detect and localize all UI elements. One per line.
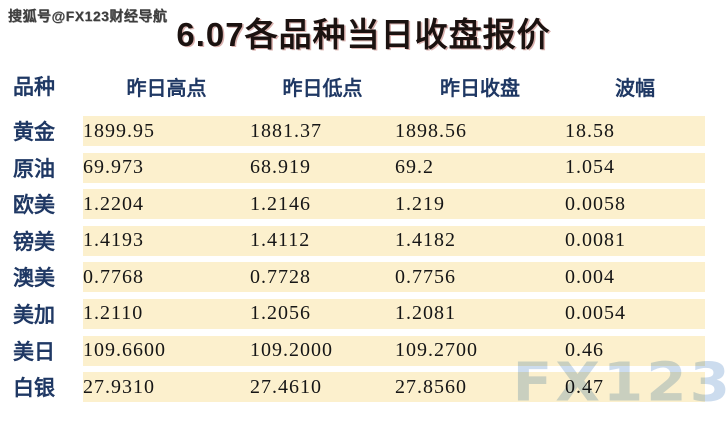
row-label: 美加 — [13, 303, 55, 327]
row-label: 欧美 — [13, 194, 55, 218]
table-row-gbpusd: 镑美 1.4193 1.4112 1.4182 0.0081 — [0, 225, 727, 256]
row-values: 27.9310 27.4610 27.8560 0.47 — [83, 372, 705, 403]
row-values: 0.7768 0.7728 0.7756 0.004 — [83, 262, 705, 293]
cell-high: 0.7768 — [83, 265, 144, 288]
cell-high: 1899.95 — [83, 119, 155, 142]
cell-low: 109.2000 — [250, 339, 333, 362]
row-values: 69.973 68.919 69.2 1.054 — [83, 152, 705, 183]
cell-close: 69.2 — [395, 156, 434, 179]
cell-range: 0.47 — [565, 375, 604, 398]
cell-high: 109.6600 — [83, 339, 166, 362]
header-yesterday-close: 昨日收盘 — [440, 77, 520, 100]
cell-range: 0.46 — [565, 339, 604, 362]
cell-close: 0.7756 — [395, 265, 456, 288]
cell-low: 0.7728 — [250, 265, 311, 288]
cell-low: 27.4610 — [250, 375, 322, 398]
source-watermark: 搜狐号@FX123财经导航 — [8, 8, 168, 24]
table-row-eurusd: 欧美 1.2204 1.2146 1.219 0.0058 — [0, 189, 727, 220]
cell-close: 1.4182 — [395, 229, 456, 252]
row-label: 镑美 — [13, 230, 55, 254]
cell-low: 1881.37 — [250, 119, 322, 142]
row-values: 1.2204 1.2146 1.219 0.0058 — [83, 189, 705, 220]
table-row-crude-oil: 原油 69.973 68.919 69.2 1.054 — [0, 152, 727, 183]
cell-range: 1.054 — [565, 156, 615, 179]
table-row-gold: 黄金 1899.95 1881.37 1898.56 18.58 — [0, 116, 727, 146]
cell-low: 1.2056 — [250, 302, 311, 325]
cell-close: 27.8560 — [395, 375, 467, 398]
table-row-audusd: 澳美 0.7768 0.7728 0.7756 0.004 — [0, 262, 727, 293]
cell-low: 1.2146 — [250, 192, 311, 215]
cell-range: 18.58 — [565, 119, 615, 142]
cell-high: 69.973 — [83, 156, 144, 179]
table-header-row: 品种 昨日高点 昨日低点 昨日收盘 波幅 — [0, 70, 727, 102]
cell-low: 1.4112 — [250, 229, 311, 252]
row-label: 白银 — [13, 377, 55, 401]
cell-close: 109.2700 — [395, 339, 478, 362]
table-row-usdcad: 美加 1.2110 1.2056 1.2081 0.0054 — [0, 298, 727, 329]
cell-high: 1.4193 — [83, 229, 144, 252]
cell-close: 1.219 — [395, 192, 445, 215]
row-values: 1899.95 1881.37 1898.56 18.58 — [83, 116, 705, 146]
header-yesterday-high: 昨日高点 — [126, 77, 207, 100]
row-values: 1.2110 1.2056 1.2081 0.0054 — [83, 298, 705, 329]
cell-range: 0.0054 — [565, 302, 626, 325]
header-product: 品种 — [13, 76, 55, 99]
cell-high: 1.2110 — [83, 302, 144, 325]
header-yesterday-low: 昨日低点 — [282, 77, 363, 100]
page-title: 6.07各品种当日收盘报价 — [176, 16, 551, 53]
table-row-silver: 白银 27.9310 27.4610 27.8560 0.47 — [0, 372, 727, 403]
header-range: 波幅 — [615, 77, 655, 100]
cell-high: 27.9310 — [83, 375, 155, 398]
row-label: 原油 — [13, 157, 55, 181]
cell-low: 68.919 — [250, 156, 311, 179]
row-label: 美日 — [13, 340, 55, 364]
cell-close: 1.2081 — [395, 302, 456, 325]
table-body: 黄金 1899.95 1881.37 1898.56 18.58 原油 69.9… — [0, 116, 727, 409]
cell-high: 1.2204 — [83, 192, 144, 215]
cell-range: 0.0081 — [565, 229, 626, 252]
table-row-usdjpy: 美日 109.6600 109.2000 109.2700 0.46 — [0, 335, 727, 366]
row-values: 1.4193 1.4112 1.4182 0.0081 — [83, 225, 705, 256]
row-label: 澳美 — [13, 267, 55, 291]
cell-close: 1898.56 — [395, 119, 467, 142]
cell-range: 0.004 — [565, 265, 615, 288]
row-label: 黄金 — [13, 121, 55, 144]
cell-range: 0.0058 — [565, 192, 626, 215]
row-values: 109.6600 109.2000 109.2700 0.46 — [83, 335, 705, 366]
